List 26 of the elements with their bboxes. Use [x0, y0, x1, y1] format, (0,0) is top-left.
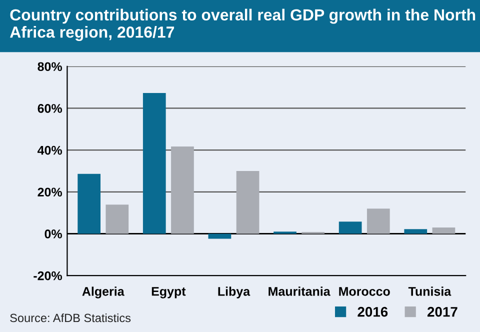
legend-label: 2017 — [427, 306, 458, 317]
source-note: Source: AfDB Statistics — [10, 313, 131, 322]
bar — [432, 227, 456, 234]
y-tick-label: 40% — [38, 146, 62, 155]
chart-title: Country contributions to overall real GDP growth in the North Africa region, 2016/17 — [10, 8, 476, 42]
x-tick-label: Libya — [218, 286, 250, 298]
y-tick-label: 60% — [38, 104, 62, 113]
x-tick-label: Tunisia — [408, 286, 452, 296]
x-tick-label: Morocco — [339, 287, 390, 296]
y-tick-label: 20% — [38, 188, 62, 197]
x-tick-label: Mauritania — [268, 286, 330, 296]
bar — [171, 146, 194, 234]
y-tick-label: 80% — [38, 62, 62, 72]
bar — [106, 204, 129, 234]
x-tick-label: Algeria — [82, 286, 124, 298]
bar — [236, 170, 260, 234]
y-tick-label: -20% — [34, 271, 62, 280]
y-tick-label: 0% — [44, 230, 62, 238]
bar — [366, 208, 390, 234]
bar — [142, 92, 166, 234]
x-tick-label: Egypt — [152, 287, 186, 298]
bar — [78, 174, 101, 234]
bar — [208, 234, 232, 239]
bar — [338, 222, 362, 234]
bar — [404, 229, 428, 234]
legend-label: 2016 — [358, 306, 388, 317]
